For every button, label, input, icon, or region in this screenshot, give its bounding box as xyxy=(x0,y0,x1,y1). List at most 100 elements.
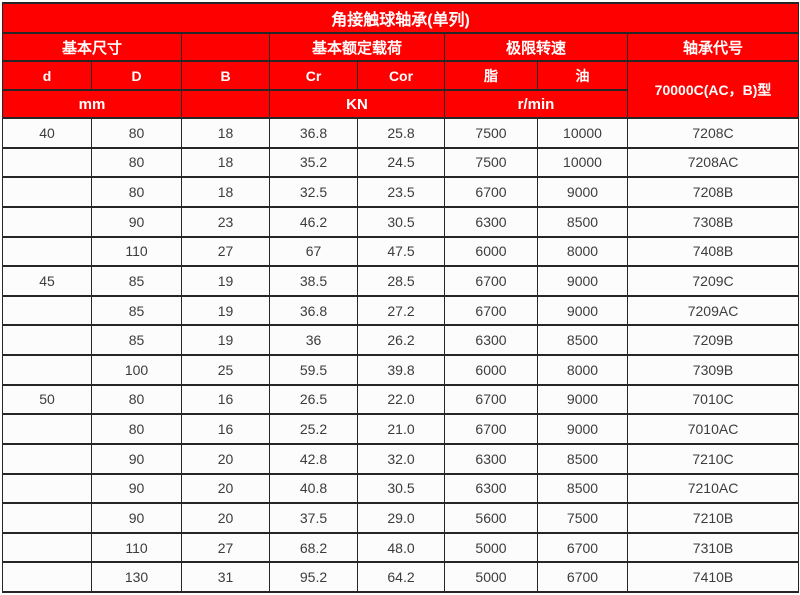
table-cell: 6300 xyxy=(444,324,538,356)
table-cell: 50 xyxy=(2,383,92,416)
table-cell: 8500 xyxy=(537,324,628,356)
table-cell: 100 xyxy=(91,354,182,386)
table-cell: 90 xyxy=(91,502,182,534)
table-cell: 6000 xyxy=(444,235,538,268)
unit-row: mm KN r/min xyxy=(2,89,799,119)
table-cell xyxy=(2,176,92,208)
table-cell: 42.8 xyxy=(269,442,358,475)
table-cell: 7208B xyxy=(626,176,800,208)
table-cell: 8500 xyxy=(537,205,628,238)
table-cell: 10000 xyxy=(537,146,628,179)
table-cell: 27 xyxy=(181,531,270,564)
table-cell: 6700 xyxy=(444,413,538,445)
table-cell: 35.2 xyxy=(269,146,358,179)
table-cell: 110 xyxy=(91,531,182,564)
table-cell: 8000 xyxy=(537,235,628,268)
table-cell: 7500 xyxy=(537,502,628,534)
table-cell: 59.5 xyxy=(269,354,358,386)
table-cell: 7310B xyxy=(626,531,800,564)
table-cell: 29.0 xyxy=(357,502,445,534)
table-cell: 30.5 xyxy=(357,472,445,505)
table-cell: 5000 xyxy=(444,561,538,593)
table-cell: 67 xyxy=(269,235,358,268)
table-row: 90 20 37.5 29.0 5600 7500 7210B xyxy=(2,502,800,534)
table-cell xyxy=(2,442,92,475)
table-cell: 19 xyxy=(181,324,270,356)
table-row: 90 23 46.2 30.5 6300 8500 7308B xyxy=(2,205,800,238)
table-cell: 36.8 xyxy=(269,294,358,327)
table-cell: 9000 xyxy=(537,383,628,416)
unit-kn: KN xyxy=(269,89,445,119)
table-row: 80 18 32.5 23.5 6700 9000 7208B xyxy=(2,176,800,208)
table-cell: 28.5 xyxy=(357,265,445,297)
table-cell: 36.8 xyxy=(269,117,358,149)
table-cell: 7210AC xyxy=(626,472,800,505)
table-row: 85 19 36.8 27.2 6700 9000 7209AC xyxy=(2,294,800,327)
table-cell: 7500 xyxy=(444,117,538,149)
table-cell: 7408B xyxy=(626,235,800,268)
sub-header-row: d D B Cr Cor 脂 油 70000C(AC，B)型 xyxy=(2,60,800,119)
table-cell: 6700 xyxy=(444,176,538,208)
table-cell xyxy=(2,324,92,356)
table-row: 90 20 40.8 30.5 6300 8500 7210AC xyxy=(2,472,800,505)
table-cell xyxy=(2,205,92,238)
table-cell xyxy=(2,413,92,445)
table-row: 100 25 59.5 39.8 6000 8000 7309B xyxy=(2,354,800,386)
table-cell: 6300 xyxy=(444,205,538,238)
table-cell: 7209B xyxy=(626,324,800,356)
table-cell: 18 xyxy=(181,146,270,179)
header-Cr: Cr xyxy=(269,60,358,91)
table-cell: 24.5 xyxy=(357,146,445,179)
header-basic-load-rating: 基本额定载荷 xyxy=(269,32,445,62)
table-cell: 45 xyxy=(2,265,92,297)
table-cell: 16 xyxy=(181,413,270,445)
table-title: 角接触球轴承(单列) xyxy=(1,2,800,34)
table-row: 50 80 16 26.5 22.0 6700 9000 7010C xyxy=(2,383,800,416)
table-cell: 7209AC xyxy=(626,294,800,327)
header-bearing-code-type: 70000C(AC，B)型 xyxy=(626,60,800,119)
table-cell: 48.0 xyxy=(357,531,445,564)
table-row: 80 18 35.2 24.5 7500 10000 7208AC xyxy=(2,146,800,179)
table-cell: 130 xyxy=(91,561,182,593)
table-row: 110 27 68.2 48.0 5000 6700 7310B xyxy=(2,531,800,564)
table-cell: 25.8 xyxy=(357,117,445,149)
table-cell: 39.8 xyxy=(357,354,445,386)
table-body: 40 80 18 36.8 25.8 7500 10000 7208C 80 18 35.2 24.5… xyxy=(2,117,800,593)
table-cell: 7410B xyxy=(626,561,800,593)
table-cell: 36 xyxy=(269,324,358,356)
table-cell: 68.2 xyxy=(269,531,358,564)
table-cell: 7208AC xyxy=(626,146,800,179)
table-cell: 47.5 xyxy=(357,235,445,268)
table-cell: 26.2 xyxy=(357,324,445,356)
group-header-row: 基本尺寸 基本额定载荷 极限转速 轴承代号 xyxy=(2,32,800,62)
table-cell: 46.2 xyxy=(269,205,358,238)
header-basic-dimensions: 基本尺寸 xyxy=(2,32,182,62)
table-cell: 19 xyxy=(181,265,270,297)
table-cell: 6700 xyxy=(444,294,538,327)
table-cell: 8500 xyxy=(537,472,628,505)
table-cell: 7210B xyxy=(626,502,800,534)
table-cell: 25 xyxy=(181,354,270,386)
table-cell: 40 xyxy=(2,117,92,149)
table-cell: 80 xyxy=(91,413,182,445)
header-bearing-code: 轴承代号 xyxy=(626,32,800,62)
table-cell: 26.5 xyxy=(269,383,358,416)
table-cell: 27.2 xyxy=(357,294,445,327)
header-d: d xyxy=(2,60,92,91)
unit-mm: mm xyxy=(2,89,182,119)
table-cell: 90 xyxy=(91,472,182,505)
table-cell: 16 xyxy=(181,383,270,416)
table-cell: 21.0 xyxy=(357,413,445,445)
table-cell: 110 xyxy=(91,235,182,268)
table-cell: 9000 xyxy=(537,265,628,297)
table-cell: 6700 xyxy=(537,561,628,593)
table-cell: 19 xyxy=(181,294,270,327)
table-cell: 8500 xyxy=(537,442,628,475)
table-cell: 6300 xyxy=(444,472,538,505)
table-cell: 7209C xyxy=(626,265,800,297)
table-cell: 18 xyxy=(181,176,270,208)
header-empty-b-group xyxy=(181,32,270,62)
table-cell: 85 xyxy=(91,294,182,327)
unit-rmin: r/min xyxy=(444,89,628,119)
